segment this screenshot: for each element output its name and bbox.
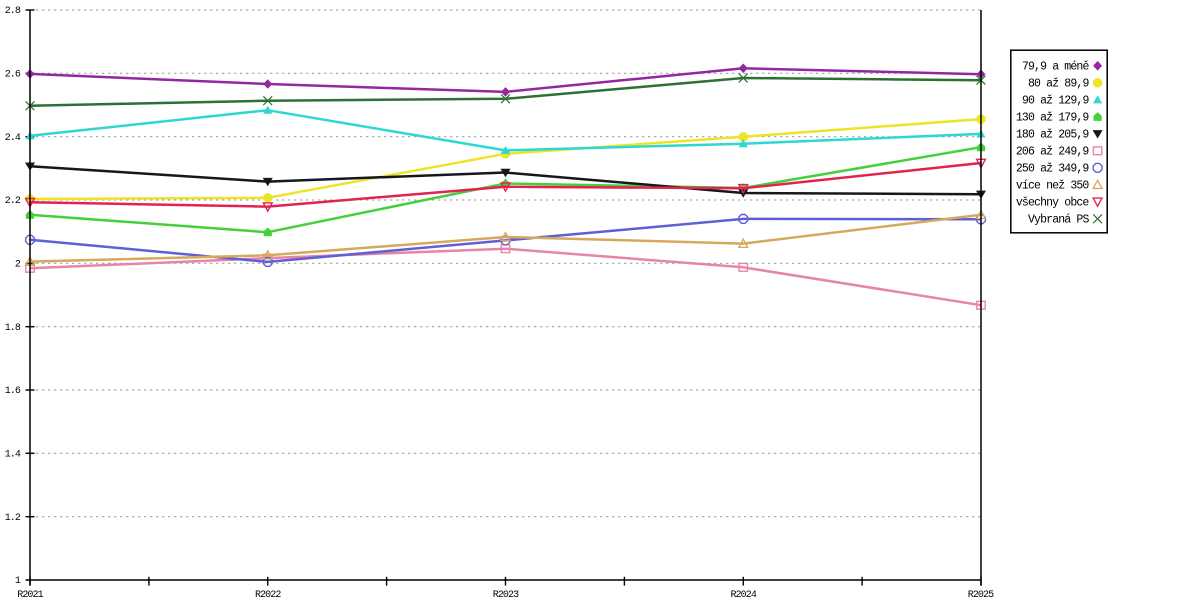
svg-text:R2025: R2025 bbox=[968, 590, 994, 600]
svg-text:2.8: 2.8 bbox=[5, 6, 21, 17]
svg-text:1.2: 1.2 bbox=[5, 513, 21, 524]
svg-text:všechny obce: všechny obce bbox=[1016, 197, 1090, 210]
svg-text:více než 350: více než 350 bbox=[1016, 180, 1090, 193]
svg-text:R2024: R2024 bbox=[730, 590, 756, 600]
svg-text:2.4: 2.4 bbox=[5, 133, 21, 144]
svg-text:79,9 a méně: 79,9 a méně bbox=[1022, 61, 1090, 74]
svg-text:2.6: 2.6 bbox=[5, 70, 21, 81]
svg-text:180 až 205,9: 180 až 205,9 bbox=[1016, 129, 1090, 142]
svg-text:80 až 89,9: 80 až 89,9 bbox=[1028, 78, 1089, 91]
svg-text:R2021: R2021 bbox=[17, 590, 43, 600]
svg-text:Vybraná PS: Vybraná PS bbox=[1028, 214, 1089, 227]
svg-text:1: 1 bbox=[15, 576, 21, 587]
svg-text:2.2: 2.2 bbox=[5, 196, 21, 207]
svg-text:R2022: R2022 bbox=[255, 590, 281, 600]
svg-text:1.6: 1.6 bbox=[5, 386, 21, 397]
svg-text:1.4: 1.4 bbox=[5, 450, 21, 461]
svg-text:206 až 249,9: 206 až 249,9 bbox=[1016, 146, 1090, 159]
svg-text:2: 2 bbox=[15, 260, 21, 271]
svg-text:130 až 179,9: 130 až 179,9 bbox=[1016, 112, 1090, 125]
svg-text:R2023: R2023 bbox=[493, 590, 519, 600]
svg-text:250 až 349,9: 250 až 349,9 bbox=[1016, 163, 1090, 176]
svg-text:90 až 129,9: 90 až 129,9 bbox=[1022, 95, 1090, 108]
svg-text:1.8: 1.8 bbox=[5, 323, 21, 334]
